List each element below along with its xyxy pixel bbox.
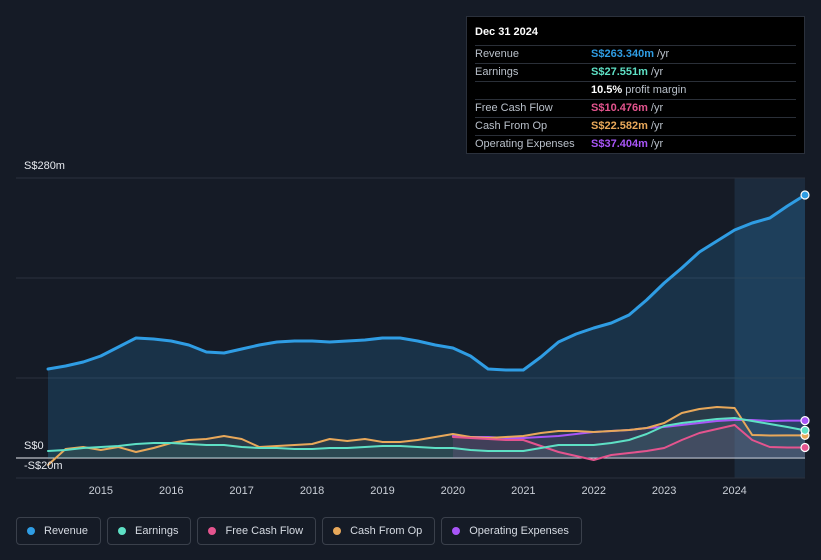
y-axis-bottom-label: -S$20m — [24, 460, 63, 472]
legend-dot-icon — [118, 527, 127, 535]
tooltip-row-unit: /yr — [657, 48, 670, 60]
tooltip-row-label — [475, 82, 591, 99]
x-tick-label: 2022 — [582, 485, 606, 497]
legend-dot-icon — [452, 527, 461, 535]
tooltip-row: 10.5% profit margin — [475, 82, 796, 100]
x-tick-label: 2018 — [300, 485, 324, 497]
revenue-area — [48, 195, 805, 458]
free-cash-flow-end-point — [800, 442, 810, 453]
legend-item-free-cash-flow[interactable]: Free Cash Flow — [197, 517, 317, 545]
tooltip-row: Earnings S$27.551m/yr — [475, 64, 796, 82]
legend-item-cash-from-op[interactable]: Cash From Op — [322, 517, 436, 545]
tooltip-row-value: S$263.340m — [591, 48, 654, 60]
legend-dot-icon — [208, 527, 217, 535]
x-tick-label: 2020 — [441, 485, 465, 497]
tooltip-row-label: Earnings — [475, 66, 519, 78]
tooltip-row-unit: /yr — [650, 102, 664, 114]
tooltip-row-value: S$27.551m — [591, 66, 648, 78]
legend-label: Cash From Op — [350, 525, 423, 537]
x-tick-label: 2015 — [89, 485, 113, 497]
x-tick-label: 2019 — [370, 485, 394, 497]
tooltip-row-value: S$22.582m — [591, 120, 648, 132]
x-tick-label: 2024 — [722, 485, 746, 497]
tooltip-row: Revenue S$263.340m/yr — [475, 46, 796, 64]
tooltip-row-label: Free Cash Flow — [475, 102, 553, 114]
y-axis-zero-label: S$0 — [24, 440, 44, 452]
x-tick-label: 2016 — [159, 485, 183, 497]
legend-label: Earnings — [135, 525, 179, 537]
legend-label: Operating Expenses — [469, 525, 569, 537]
legend-dot-icon — [27, 527, 35, 535]
tooltip-row: Operating Expenses S$37.404m/yr — [475, 136, 796, 153]
tooltip-row-value: 10.5% — [591, 84, 623, 96]
revenue-line — [46, 193, 807, 372]
legend-label: Free Cash Flow — [225, 525, 304, 537]
earnings-end-point — [800, 425, 810, 435]
tooltip-row-unit: /yr — [650, 120, 664, 132]
tooltip-row-unit: /yr — [650, 66, 664, 78]
tooltip-row-unit: /yr — [650, 138, 664, 150]
legend-item-revenue[interactable]: Revenue — [16, 517, 102, 545]
tooltip-row-unit: profit margin — [625, 84, 687, 96]
plot-background — [16, 178, 805, 478]
tooltip-row-label: Revenue — [475, 48, 520, 60]
legend-dot-icon — [333, 527, 342, 535]
chart-legend: Revenue Earnings Free Cash Flow Cash From O… — [16, 517, 582, 545]
legend-item-earnings[interactable]: Earnings — [107, 517, 192, 545]
tooltip-row-value: S$10.476m — [591, 102, 648, 114]
tooltip-row-label: Cash From Op — [475, 120, 548, 132]
x-tick-label: 2023 — [652, 485, 676, 497]
earnings-area — [48, 418, 805, 458]
tooltip-row-value: S$37.404m — [591, 138, 648, 150]
data-tooltip: Dec 31 2024 Revenue S$263.340m/yr Earnings… — [466, 16, 805, 154]
tooltip-row-label: Operating Expenses — [475, 138, 575, 150]
earnings-line — [47, 417, 806, 452]
legend-item-operating-expenses[interactable]: Operating Expenses — [441, 517, 582, 545]
x-tick-label: 2017 — [229, 485, 253, 497]
free-cash-flow-line — [451, 424, 806, 461]
free-cash-flow-area — [452, 425, 805, 460]
cash-from-op-area — [48, 407, 805, 465]
legend-label: Revenue — [44, 525, 89, 537]
revenue-end-point — [800, 190, 810, 200]
tooltip-date: Dec 31 2024 — [475, 25, 796, 46]
y-axis-top-label: S$280m — [24, 160, 65, 172]
tooltip-row: Cash From Op S$22.582m/yr — [475, 118, 796, 136]
x-tick-label: 2021 — [511, 485, 535, 497]
tooltip-row: Free Cash Flow S$10.476m/yr — [475, 100, 796, 118]
operating-expenses-end-point — [800, 416, 810, 426]
